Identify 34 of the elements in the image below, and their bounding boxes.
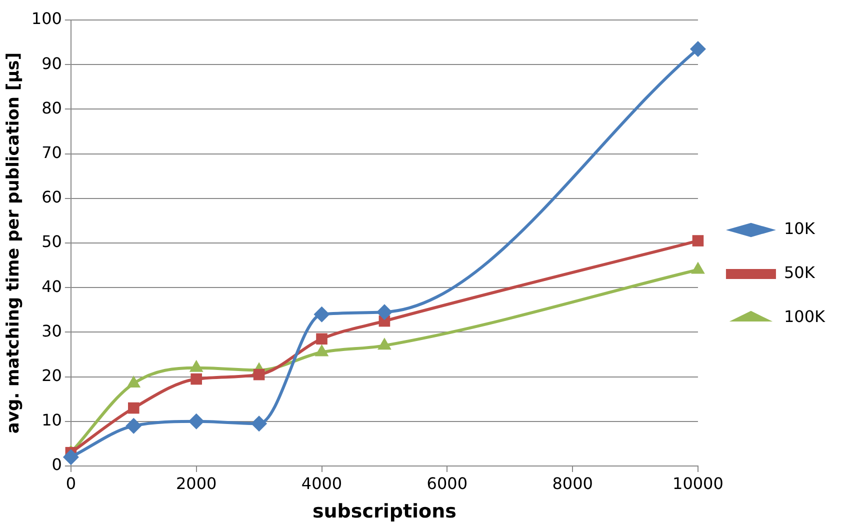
point [188,413,204,430]
x-tick-label: 0 [66,474,76,493]
y-tick-label: 100 [31,9,62,28]
y-tick-label: 10 [42,410,62,430]
point [314,306,330,322]
legend-label: 10K [784,219,816,238]
y-tick-label: 30 [42,321,62,340]
x-tick-label: 2000 [176,474,217,493]
point [62,449,79,466]
x-tick-label: 10000 [672,474,724,493]
x-tick-label: 4000 [301,474,342,493]
y-tick-label: 70 [42,142,62,162]
y-axis-title: avg. matching time per publication [µs] [4,52,24,434]
y-tick-label: 80 [42,98,62,118]
y-tick-label: 50 [42,232,62,252]
legend-label: 100K [784,307,826,326]
point [253,368,265,380]
point [690,40,706,57]
legend-label: 50K [784,263,816,282]
point [692,235,704,246]
point [316,333,328,345]
y-tick-label: 20 [42,366,62,385]
y-tick-label: 0 [52,455,62,474]
y-tick-label: 90 [42,54,62,73]
point [128,402,140,414]
x-tick-label: 8000 [552,474,593,493]
point [251,416,268,432]
point [190,373,202,385]
y-tick-label: 60 [42,188,62,207]
x-axis-title: subscriptions [312,500,456,523]
point [126,418,142,434]
x-tick-label: 6000 [426,474,468,493]
y-tick-label: 40 [42,276,62,296]
point [376,304,392,320]
